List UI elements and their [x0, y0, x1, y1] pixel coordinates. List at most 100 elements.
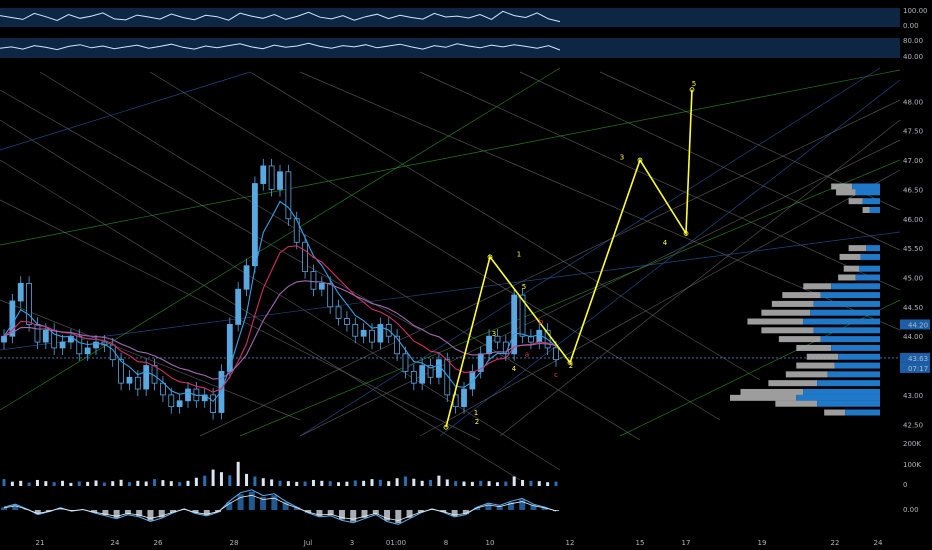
volume-bar-61: [512, 476, 516, 486]
candle-body-32: [268, 165, 275, 190]
candle-body-26: [218, 371, 225, 413]
candle-body-2: [17, 282, 24, 302]
wave-label-3: 4: [663, 239, 668, 247]
oscillator-1-panel: 100.00 0.00: [0, 7, 928, 30]
macd-histogram-bar-3: [34, 510, 41, 515]
candle-body-39: [327, 282, 334, 308]
volume-bar-24: [203, 475, 207, 486]
price-tick-label-5: 45.50: [903, 245, 923, 253]
price-tick-label-10: 43.00: [903, 392, 923, 400]
volume-profile-bar-down-22: [775, 400, 818, 407]
candle-body-43: [360, 329, 367, 337]
volume-bar-65: [546, 482, 550, 486]
volume-bar-59: [495, 482, 499, 486]
volume-profile-bar-down-17: [796, 362, 835, 369]
macd-histogram-bar-18: [203, 510, 210, 516]
volume-profile-bar-down-9: [782, 292, 821, 299]
volume-profile-bar-up-7: [855, 274, 880, 281]
volume-bar-29: [245, 473, 249, 486]
volume-bar-44: [370, 479, 374, 486]
macd-histogram-bar-22: [248, 491, 255, 510]
volume-bar-42: [353, 480, 357, 486]
oscillator-2-band: [0, 38, 900, 58]
candle-body-3: [26, 282, 32, 325]
volume-bar-10: [86, 481, 90, 486]
macd-histogram-bar-32: [361, 510, 368, 518]
volume-bar-37: [311, 479, 315, 486]
volume-bar-62: [521, 479, 525, 486]
volume-bar-48: [403, 476, 407, 486]
volume-bar-38: [320, 480, 324, 486]
candle-body-59: [494, 335, 501, 343]
volume-bar-23: [194, 477, 198, 486]
volume-bar-19: [161, 480, 165, 486]
candle-body-42: [352, 324, 359, 337]
volume-profile-bar-up-3: [869, 206, 880, 213]
volume-tick: 0: [903, 481, 907, 489]
trend-line-14: [419, 169, 901, 437]
time-axis[interactable]: 21 24 26 28 Jul 3 01:00 8 10 12 15 17 19 22 24: [36, 539, 883, 547]
candle-body-27: [226, 324, 233, 372]
wave-label-10: a: [525, 350, 529, 358]
volume-profile-bar-down-19: [768, 380, 818, 387]
volume-bar-31: [261, 478, 265, 486]
price-label-bg-0: [900, 319, 930, 330]
price-tick-label-8: 44.00: [903, 333, 923, 341]
time-tick-label-3: 28: [230, 539, 239, 547]
volume-profile-bar-up-17: [834, 362, 880, 369]
volume-profile: [730, 183, 880, 416]
volume-profile-bar-down-13: [761, 327, 814, 334]
macd-histogram-bar-37: [417, 510, 424, 513]
volume-profile-bar-up-8: [831, 283, 880, 290]
oscillator-2-line: [0, 42, 561, 51]
volume-profile-bar-down-1: [836, 189, 856, 196]
volume-profile-bar-down-11: [761, 309, 811, 316]
volume-bar-8: [69, 482, 73, 486]
volume-bar-18: [153, 479, 157, 486]
volume-bar-47: [395, 478, 399, 486]
volume-bar-57: [479, 480, 483, 486]
wave-label-7: 3: [492, 330, 496, 338]
candle-body-41: [344, 318, 350, 325]
macd-tick: 0.00: [903, 506, 919, 514]
volume-bar-14: [119, 479, 123, 486]
price-axis[interactable]: 48.00 47.50 47.00 46.50 46.00 45.50 45.00 44.50…: [900, 98, 930, 429]
macd-histogram-bar-12: [136, 510, 143, 517]
candle-body-5: [42, 329, 49, 343]
macd-histogram-bar-40: [451, 510, 458, 517]
macd-histogram-bar-31: [350, 510, 357, 522]
volume-profile-bar-up-9: [820, 292, 880, 299]
volume-bar-55: [462, 481, 466, 486]
projection-point-5: [689, 87, 695, 93]
volume-profile-bar-up-2: [862, 198, 880, 205]
macd-histogram-bar-1: [12, 504, 19, 510]
time-tick-label-5: 3: [350, 539, 354, 547]
candle-body-36: [302, 241, 308, 273]
volume-profile-bar-down-16: [806, 353, 839, 360]
candle-body-56: [469, 371, 476, 390]
volume-bar-9: [77, 481, 81, 486]
volume-bar-26: [219, 472, 223, 486]
volume-bar-35: [295, 481, 299, 486]
macd-histogram-bar-45: [507, 502, 514, 510]
volume-bar-33: [278, 480, 282, 486]
wave-label-6: 2: [475, 418, 479, 426]
volume-bar-27: [228, 475, 232, 486]
volume-profile-bar-up-20: [803, 388, 880, 395]
macd-histogram-bar-0: [1, 507, 7, 510]
price-tick-label-6: 45.00: [903, 274, 923, 282]
volume-profile-bar-up-5: [860, 253, 880, 260]
macd-histogram-bar-34: [384, 510, 391, 521]
volume-profile-bar-down-20: [740, 388, 804, 395]
volume-bar-1: [10, 481, 14, 486]
ema-fast-line: [3, 200, 557, 403]
price-tick-label-3: 46.50: [903, 186, 923, 194]
macd-histogram-bar-30: [338, 510, 345, 520]
volume-bar-63: [529, 480, 533, 486]
candle-body-14: [118, 359, 124, 384]
volume-profile-bar-down-14: [778, 336, 821, 343]
volume-bar-50: [420, 480, 424, 486]
volume-bar-11: [94, 480, 98, 486]
